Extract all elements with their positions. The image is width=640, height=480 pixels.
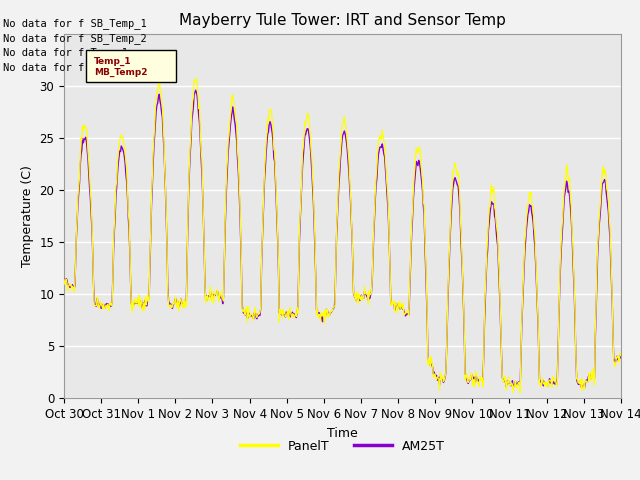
Text: Temp_1: Temp_1 bbox=[94, 56, 132, 65]
Y-axis label: Temperature (C): Temperature (C) bbox=[21, 165, 34, 267]
Title: Mayberry Tule Tower: IRT and Sensor Temp: Mayberry Tule Tower: IRT and Sensor Temp bbox=[179, 13, 506, 28]
Legend: PanelT, AM25T: PanelT, AM25T bbox=[235, 435, 450, 458]
Text: No data for f SB_Temp_1: No data for f SB_Temp_1 bbox=[3, 18, 147, 29]
X-axis label: Time: Time bbox=[327, 427, 358, 440]
Text: No data for f Temp_1: No data for f Temp_1 bbox=[3, 47, 128, 58]
Text: MB_Temp2: MB_Temp2 bbox=[94, 67, 148, 76]
Text: No data for f SB_Temp_2: No data for f SB_Temp_2 bbox=[3, 33, 147, 44]
Text: No data for f Temp_2: No data for f Temp_2 bbox=[3, 61, 128, 72]
